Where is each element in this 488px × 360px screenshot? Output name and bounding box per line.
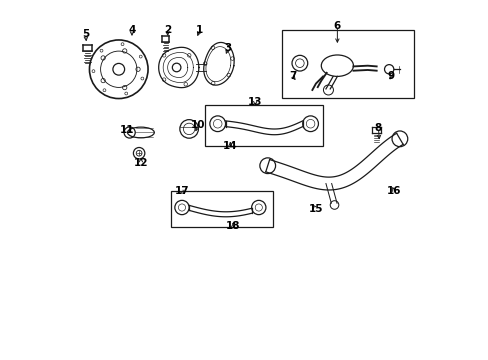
Text: 6: 6	[333, 21, 340, 31]
Bar	[205, 105, 323, 146]
Text: 1: 1	[196, 25, 203, 35]
Text: 18: 18	[225, 221, 240, 231]
Text: 13: 13	[247, 97, 262, 107]
Text: 11: 11	[119, 125, 134, 135]
Text: 2: 2	[164, 25, 171, 35]
Text: 8: 8	[374, 123, 381, 133]
Text: 15: 15	[308, 204, 323, 214]
Text: 12: 12	[133, 158, 148, 168]
Bar	[171, 192, 272, 227]
Text: 14: 14	[223, 141, 237, 151]
Bar	[282, 30, 413, 98]
Text: 9: 9	[386, 71, 394, 81]
Text: 5: 5	[82, 28, 89, 39]
Text: 10: 10	[190, 120, 205, 130]
Text: 3: 3	[224, 43, 232, 53]
Text: 16: 16	[386, 186, 401, 197]
Text: 4: 4	[128, 25, 135, 35]
Text: 7: 7	[288, 71, 296, 81]
Text: 17: 17	[174, 186, 189, 197]
